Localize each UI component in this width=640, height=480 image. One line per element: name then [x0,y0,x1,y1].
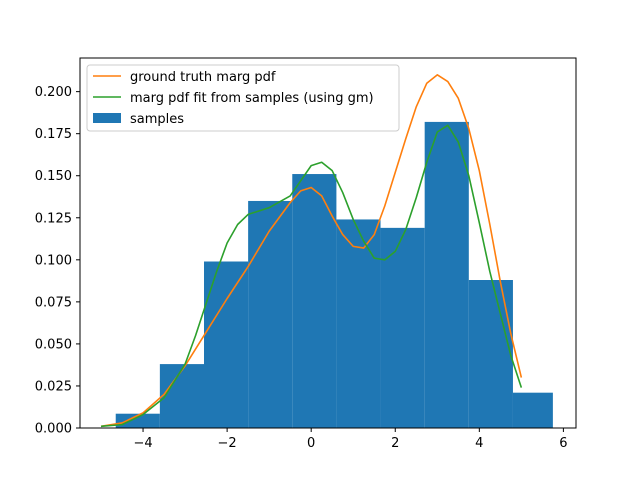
histogram-bar [424,121,469,428]
histogram-bar [159,364,204,428]
legend-box [86,64,400,132]
legend-label: marg pdf fit from samples (using gm) [130,91,374,106]
x-tick-label: 2 [391,436,399,451]
plot-frame [79,57,577,429]
legend-label: ground truth marg pdf [130,70,276,85]
histogram-bar [115,413,160,428]
y-tick-label: 0.025 [35,379,72,394]
histogram-bar [292,174,337,428]
series-line-1 [100,124,523,428]
x-tick-label: −4 [133,436,152,451]
y-tick-label: 0.175 [35,127,72,142]
histogram-bar [380,227,425,428]
histogram-bar [468,280,513,428]
y-tick-label: 0.125 [35,211,72,226]
y-tick-label: 0.000 [35,422,72,437]
legend-label: samples [130,112,184,127]
y-tick-label: 0.075 [35,295,72,310]
x-tick-label: 4 [475,436,483,451]
legend: ground truth marg pdf marg pdf fit from s… [86,64,400,132]
histogram-bar [336,219,381,428]
histogram-bar [512,392,553,428]
pdf-lines [100,74,523,428]
y-tick-label: 0.200 [35,85,72,100]
y-axis: 0.000 0.025 0.050 0.075 0.100 0.125 0.150 0.175… [35,85,80,437]
histogram-bar [248,200,293,428]
x-tick-label: 6 [559,436,567,451]
histogram-bars [115,121,553,428]
x-tick-label: −2 [218,436,237,451]
series-line-0 [100,74,523,428]
legend-bar-swatch [93,113,121,123]
x-axis: −4 −2 0 2 4 6 [133,428,568,451]
y-tick-label: 0.100 [35,253,72,268]
y-tick-label: 0.150 [35,169,72,184]
histogram-bar [204,261,249,428]
y-tick-label: 0.050 [35,337,72,352]
x-tick-label: 0 [307,436,315,451]
